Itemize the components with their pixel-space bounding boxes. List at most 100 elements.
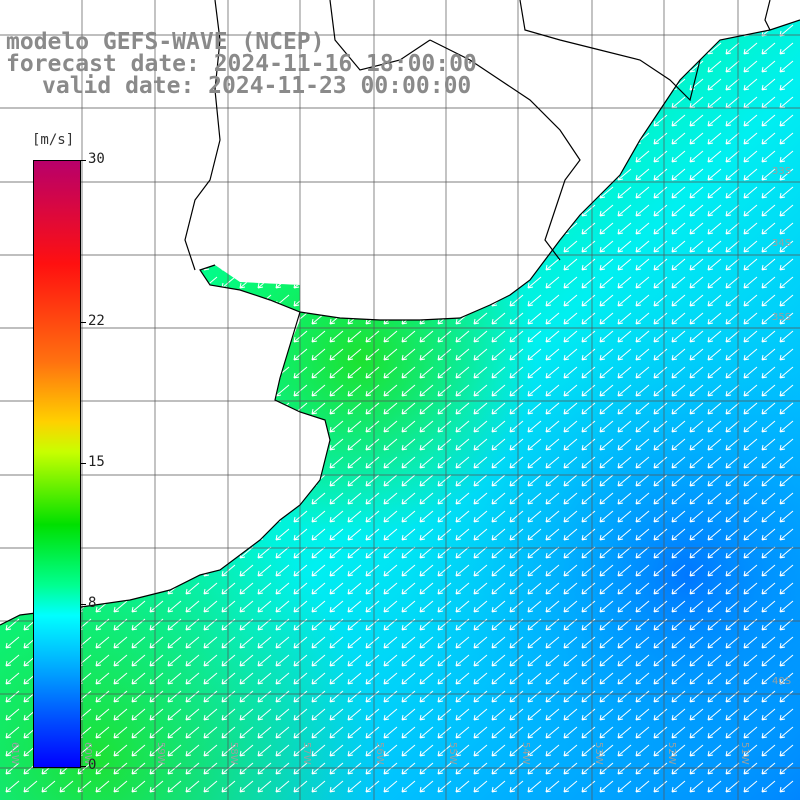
wind-arrow (509, 780, 524, 793)
wind-arrow (401, 528, 416, 541)
wind-arrow (131, 744, 146, 757)
wind-arrow (365, 564, 380, 577)
wind-arrow (581, 402, 596, 415)
wind-arrow (635, 366, 650, 379)
wind-arrow (671, 294, 686, 307)
wind-arrow (581, 672, 596, 685)
wind-arrow (617, 240, 632, 253)
wind-arrow (707, 114, 722, 127)
wind-arrow (383, 690, 398, 703)
wind-arrow (761, 312, 776, 325)
wind-arrow (239, 708, 254, 721)
wind-arrow (671, 456, 686, 469)
wind-arrow (779, 564, 794, 577)
wind-arrow (347, 384, 362, 397)
wind-arrow (491, 492, 506, 505)
wind-arrow (617, 348, 632, 361)
wind-arrow (419, 564, 434, 577)
wind-arrow (779, 402, 794, 415)
wind-arrow (203, 600, 218, 613)
wind-arrow (383, 510, 398, 523)
wind-arrow (689, 726, 704, 739)
wind-arrow (779, 60, 794, 73)
wind-arrow (779, 654, 794, 667)
wind-arrow (113, 690, 128, 703)
valid-date: valid date: 2024-11-23 00:00:00 (42, 73, 472, 99)
wind-arrow (671, 708, 686, 721)
wind-arrow (167, 690, 182, 703)
wind-arrow (635, 708, 650, 721)
wind-arrow (563, 312, 578, 325)
wind-arrow (329, 762, 344, 775)
wind-arrow (707, 348, 722, 361)
wind-arrow (5, 654, 20, 667)
wind-arrow (311, 384, 326, 397)
wind-arrow (509, 294, 524, 307)
wind-arrow (635, 150, 650, 163)
wind-arrow (689, 168, 704, 181)
wind-arrow (239, 582, 254, 595)
wind-arrow (725, 132, 740, 145)
wind-arrow (347, 708, 362, 721)
wind-arrow (635, 492, 650, 505)
wind-arrow (383, 564, 398, 577)
wind-arrow (563, 276, 578, 289)
wind-arrow (725, 438, 740, 451)
wind-arrow (653, 654, 668, 667)
wind-arrow (401, 726, 416, 739)
wind-arrow (599, 222, 614, 235)
wind-arrow (203, 690, 218, 703)
wind-arrow (455, 600, 470, 613)
wind-arrow (527, 510, 542, 523)
wind-arrow (185, 762, 200, 775)
wind-arrow (545, 420, 560, 433)
wind-arrow (653, 186, 668, 199)
wind-arrow (257, 726, 272, 739)
wind-arrow (653, 420, 668, 433)
wind-arrow (617, 222, 632, 235)
wind-arrow (311, 744, 326, 757)
wind-arrow (761, 276, 776, 289)
wind-arrow (653, 672, 668, 685)
wind-arrow (437, 384, 452, 397)
wind-arrow (419, 600, 434, 613)
wind-arrow (671, 726, 686, 739)
wind-arrow (509, 546, 524, 559)
wind-arrow (563, 690, 578, 703)
wind-arrow (707, 438, 722, 451)
wind-arrow (617, 762, 632, 775)
wind-arrow (563, 726, 578, 739)
wind-arrow (275, 600, 290, 613)
wind-arrow (617, 276, 632, 289)
wind-arrow (473, 582, 488, 595)
wind-arrow (347, 348, 362, 361)
wind-arrow (347, 474, 362, 487)
wind-arrow (761, 672, 776, 685)
wind-arrow (707, 186, 722, 199)
wind-arrow (491, 636, 506, 649)
wind-arrow (671, 312, 686, 325)
wind-arrow (761, 456, 776, 469)
wind-arrow (689, 600, 704, 613)
wind-arrow (761, 366, 776, 379)
wind-arrow (635, 582, 650, 595)
wind-arrow (437, 780, 452, 793)
wind-arrow (761, 690, 776, 703)
wind-arrow (419, 330, 434, 343)
wind-arrow (689, 474, 704, 487)
wind-arrow (383, 330, 398, 343)
wind-arrow (545, 690, 560, 703)
wind-arrow (527, 402, 542, 415)
wind-arrow (599, 474, 614, 487)
wind-arrow (239, 780, 254, 793)
wind-arrow (581, 438, 596, 451)
wind-arrow (761, 420, 776, 433)
wind-arrow (473, 474, 488, 487)
wind-arrow (707, 384, 722, 397)
latitude-label: 35S (772, 312, 792, 323)
wind-arrow (689, 564, 704, 577)
wind-arrow (527, 744, 542, 757)
wind-arrow (383, 402, 398, 415)
wind-arrow (383, 654, 398, 667)
wind-arrow (509, 564, 524, 577)
